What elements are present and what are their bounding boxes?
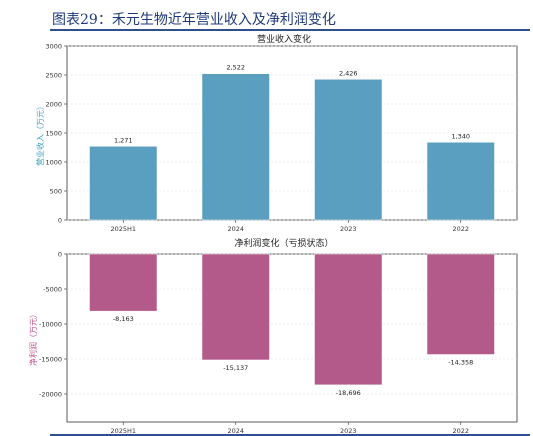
- revenue-value-label: 1,271: [114, 136, 133, 144]
- net-profit-bar-2022: [426, 253, 495, 355]
- net-profit-x-tick-label: 2023: [340, 427, 357, 435]
- net-profit-bar-2025H1: [89, 253, 158, 312]
- title-rule: [50, 29, 530, 31]
- net-profit-chart-title: 净利润变化（亏损状态）: [234, 237, 333, 249]
- net-profit-y-tick-label: 0: [58, 250, 62, 258]
- revenue-y-tick-label: 2000: [45, 100, 62, 108]
- revenue-value-label: 2,522: [226, 64, 245, 72]
- net-profit-value-label: -8,163: [113, 315, 134, 323]
- net-profit-x-tick-label: 2025H1: [110, 427, 136, 435]
- revenue-bar-2023: [314, 79, 383, 221]
- revenue-x-tick-label: 2023: [340, 225, 357, 233]
- revenue-y-tick-label: 1000: [45, 158, 62, 166]
- bottom-rule: [50, 434, 530, 436]
- revenue-bar-2024: [201, 73, 270, 221]
- revenue-y-ticks: 0 500 1000 1500 2000 2500 3000: [45, 42, 67, 224]
- revenue-value-label: 2,426: [339, 69, 358, 77]
- net-profit-x-tick-label: 2022: [452, 427, 469, 435]
- net-profit-y-axis-label: 净利润（万元）: [28, 310, 38, 366]
- revenue-chart-title: 营业收入变化: [257, 33, 311, 45]
- net-profit-panel: 净利润变化（亏损状态） -8,163-15,137-18,696-14,358 …: [28, 237, 518, 435]
- revenue-y-tick-label: 500: [50, 187, 62, 195]
- net-profit-y-tick-label: -5000: [43, 285, 62, 293]
- net-profit-y-tick-label: -20000: [39, 390, 62, 398]
- revenue-bars: 1,271 2,522 2,426 1,340: [89, 64, 495, 221]
- net-profit-x-tick-label: 2024: [227, 427, 244, 435]
- revenue-grid: [67, 45, 517, 221]
- net-profit-x-ticks: 2025H1 2024 2023 2022: [110, 422, 469, 435]
- revenue-y-axis-label: 营业收入（万元）: [35, 102, 45, 166]
- revenue-y-tick-label: 0: [58, 216, 62, 224]
- revenue-value-label: 1,340: [451, 132, 470, 140]
- net-profit-y-tick-label: -10000: [39, 320, 62, 328]
- figure-title: 图表29：禾元生物近年营业收入及净利润变化: [52, 12, 336, 28]
- revenue-y-tick-label: 3000: [45, 42, 62, 50]
- net-profit-value-label: -14,358: [448, 359, 473, 367]
- revenue-x-tick-label: 2022: [452, 225, 469, 233]
- revenue-y-tick-label: 2500: [45, 71, 62, 79]
- revenue-x-tick-label: 2025H1: [110, 225, 136, 233]
- net-profit-bar-2023: [314, 253, 383, 386]
- net-profit-y-tick-label: -15000: [39, 355, 62, 363]
- net-profit-value-label: -15,137: [223, 364, 248, 372]
- net-profit-bar-2024: [201, 253, 270, 361]
- net-profit-value-label: -18,696: [336, 389, 361, 397]
- net-profit-grid: [67, 253, 517, 395]
- revenue-panel: 营业收入变化 1,271 2,522 2,426 1,340 0 500 1000 1500…: [35, 33, 518, 233]
- revenue-x-ticks: 2025H1 2024 2023 2022: [110, 220, 469, 233]
- net-profit-bars: -8,163 -15,137 -18,696 -14,358: [89, 253, 495, 397]
- revenue-x-tick-label: 2024: [227, 225, 244, 233]
- revenue-y-tick-label: 1500: [45, 129, 62, 137]
- revenue-bar-2025H1: [89, 146, 158, 221]
- net-profit-y-ticks: 0 -5000 -10000 -15000 -20000: [39, 250, 67, 398]
- revenue-bar-2022: [426, 142, 495, 221]
